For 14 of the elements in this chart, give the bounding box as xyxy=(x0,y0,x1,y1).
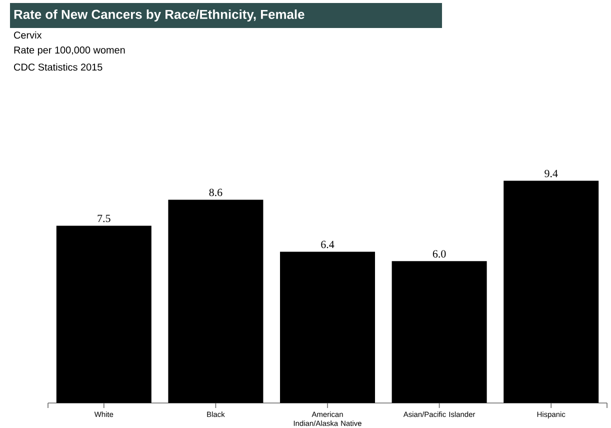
bar xyxy=(56,226,152,403)
chart-subtitle: Cervix xyxy=(14,31,42,39)
data-label: 7.5 xyxy=(98,214,110,222)
data-label: 9.4 xyxy=(544,170,558,178)
data-label: 8.6 xyxy=(209,188,222,196)
chart-title: Rate of New Cancers by Race/Ethnicity, Female xyxy=(14,9,304,22)
text: Rate per 100,000 women xyxy=(14,46,125,56)
bar xyxy=(168,200,264,403)
bar xyxy=(392,261,487,403)
bar xyxy=(280,252,376,403)
data-label: 6.0 xyxy=(432,250,446,258)
text: CDC Statistics 2015 xyxy=(14,63,102,71)
bar xyxy=(504,180,599,403)
data-label: 6.4 xyxy=(321,240,334,248)
